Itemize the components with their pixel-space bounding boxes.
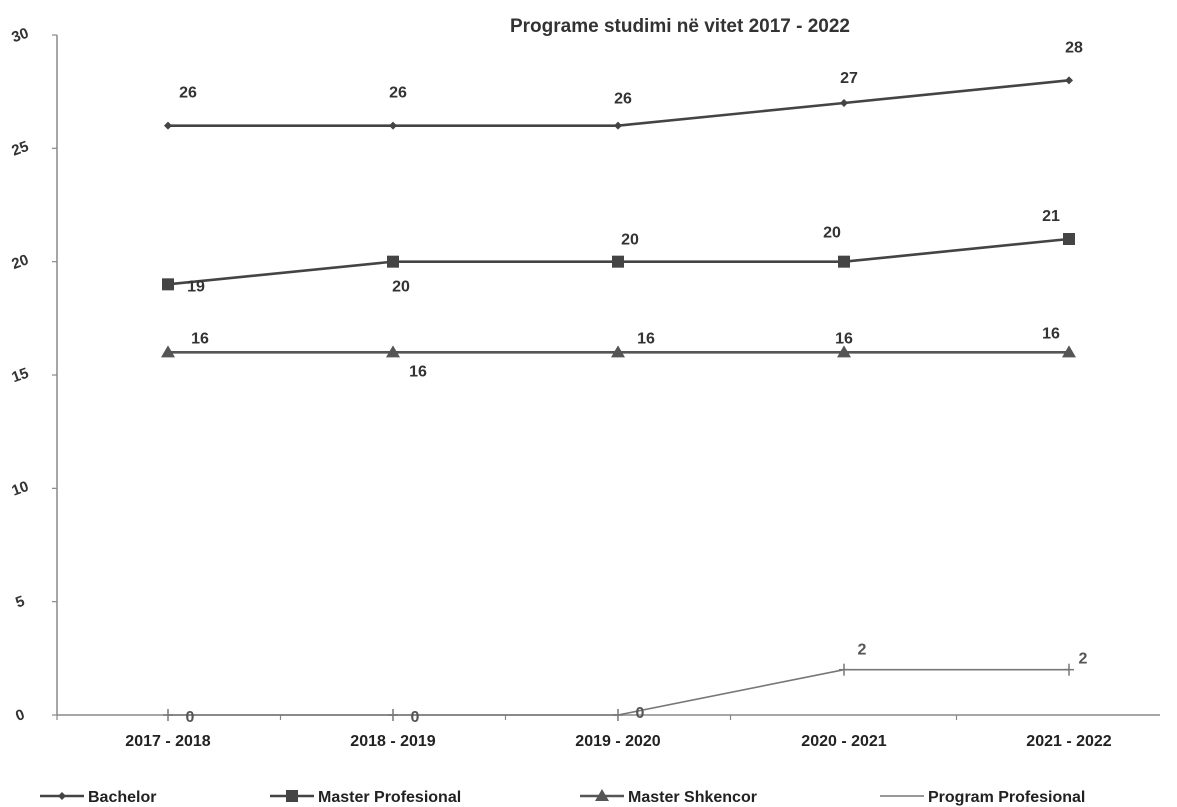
point-master-shkencor-marker <box>1062 345 1076 358</box>
x-tick-label: 2018 - 2019 <box>350 733 436 750</box>
point-master-profesional-marker <box>387 255 399 268</box>
legend-label-program-profesional: Program Profesional <box>928 789 1085 806</box>
data-label-bachelor: 26 <box>614 91 632 108</box>
data-label-master-profesional: 20 <box>823 225 841 242</box>
y-tick-label: 20 <box>9 251 30 273</box>
legend-master-profesional-marker <box>286 790 298 802</box>
chart-legend: Bachelor Master Profesional Master Shkenco… <box>40 789 1085 806</box>
x-tick-label: 2017 - 2018 <box>125 733 211 750</box>
data-label-bachelor: 26 <box>389 85 407 102</box>
x-tick-label: 2021 - 2022 <box>1026 733 1112 750</box>
legend-item-bachelor: Bachelor <box>40 789 156 806</box>
data-label-program-profesional: 0 <box>636 705 645 722</box>
point-master-shkencor-marker <box>161 345 175 358</box>
point-program-profesional-marker <box>1064 663 1074 676</box>
series-master-shkencor: 16 16 16 16 16 <box>161 325 1076 380</box>
data-label-master-profesional: 20 <box>392 279 410 296</box>
x-tick-label: 2019 - 2020 <box>575 733 661 750</box>
y-tick-label: 25 <box>9 138 30 160</box>
legend-label-master-profesional: Master Profesional <box>318 789 461 806</box>
series-line-program-profesional <box>168 668 1069 716</box>
data-label-master-profesional: 19 <box>187 278 205 295</box>
data-label-program-profesional: 0 <box>411 709 420 726</box>
data-label-bachelor: 28 <box>1065 39 1083 56</box>
legend-item-master-profesional: Master Profesional <box>270 789 461 806</box>
y-tick-label: 30 <box>9 25 30 47</box>
data-label-master-shkencor: 16 <box>191 330 209 347</box>
data-label-master-shkencor: 16 <box>409 363 427 380</box>
series-program-profesional: 0 0 0 2 2 <box>163 642 1088 726</box>
series-master-profesional: 19 20 20 20 21 <box>162 208 1075 296</box>
legend-bachelor-marker <box>58 792 66 800</box>
point-master-shkencor-marker <box>386 345 400 358</box>
point-master-profesional-marker <box>1063 233 1075 245</box>
data-label-program-profesional: 0 <box>186 709 195 726</box>
legend-item-program-profesional: Program Profesional <box>880 789 1085 806</box>
point-master-shkencor-marker <box>611 345 625 358</box>
point-program-profesional-marker <box>388 709 398 721</box>
legend-label-bachelor: Bachelor <box>88 789 156 806</box>
data-label-bachelor: 26 <box>179 85 197 102</box>
point-master-profesional-marker <box>162 278 174 291</box>
chart-title: Programe studimi në vitet 2017 - 2022 <box>510 16 850 37</box>
point-master-profesional-marker <box>838 255 850 268</box>
data-label-program-profesional: 2 <box>858 642 867 659</box>
legend-label-master-shkencor: Master Shkencor <box>628 789 757 806</box>
data-label-program-profesional: 2 <box>1079 651 1088 668</box>
series-layer: 26 26 26 27 28 19 20 20 20 21 16 16 16 16 16 0 0 0 2 2 <box>161 39 1088 726</box>
series-bachelor: 26 26 26 27 28 <box>164 39 1083 130</box>
y-tick-label: 15 <box>9 365 30 387</box>
data-label-master-profesional: 21 <box>1042 208 1060 225</box>
point-program-profesional-marker <box>613 709 623 721</box>
x-tick-label: 2020 - 2021 <box>801 733 887 750</box>
point-master-shkencor-marker <box>837 345 851 358</box>
point-program-profesional-marker <box>163 709 173 721</box>
point-master-profesional-marker <box>612 255 624 268</box>
point-bachelor-marker <box>389 121 397 130</box>
point-bachelor-marker <box>840 99 848 107</box>
legend-master-shkencor-marker <box>595 789 609 801</box>
data-label-master-shkencor: 16 <box>637 330 655 347</box>
data-label-bachelor: 27 <box>840 70 858 87</box>
data-label-master-profesional: 20 <box>621 232 639 249</box>
data-label-master-shkencor: 16 <box>835 330 853 347</box>
y-tick-label: 10 <box>9 478 30 500</box>
data-label-master-shkencor: 16 <box>1042 325 1060 342</box>
legend-item-master-shkencor: Master Shkencor <box>580 789 757 806</box>
point-bachelor-marker <box>1065 76 1073 85</box>
point-program-profesional-marker <box>839 663 849 676</box>
point-bachelor-marker <box>614 121 622 130</box>
y-tick-label: 5 <box>13 593 27 612</box>
y-tick-label: 0 <box>13 706 27 725</box>
point-bachelor-marker <box>164 121 172 130</box>
